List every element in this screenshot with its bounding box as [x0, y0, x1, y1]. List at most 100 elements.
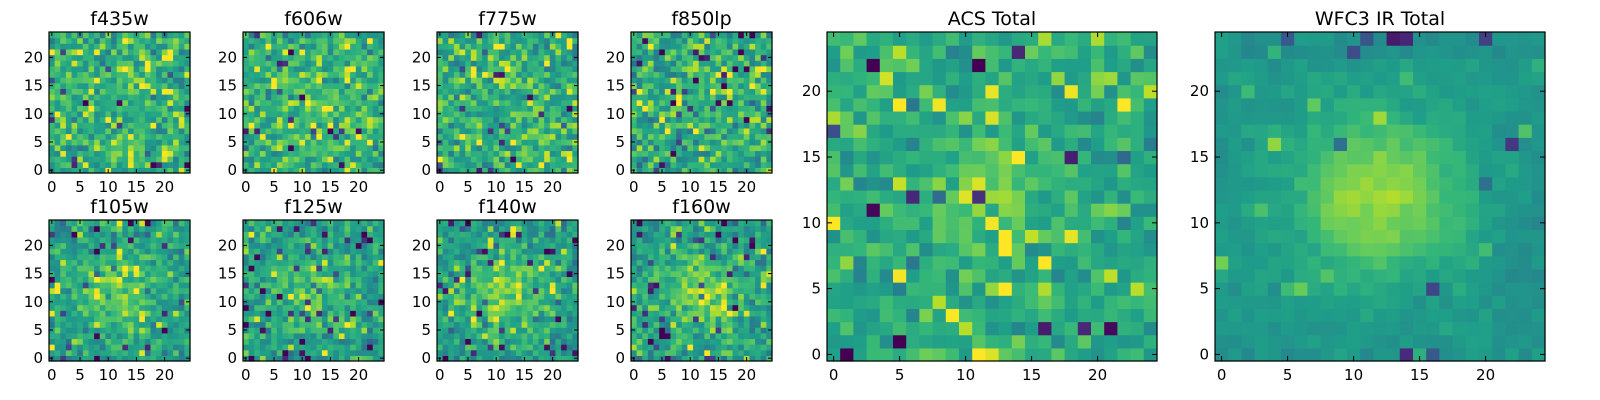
heatmap-cell: [510, 287, 517, 294]
heatmap-cell: [178, 37, 185, 44]
heatmap-cell: [254, 253, 261, 261]
heatmap-cell: [54, 282, 61, 289]
heatmap-cell: [561, 139, 568, 146]
heatmap-cell: [572, 225, 579, 232]
heatmap-cell: [555, 242, 562, 249]
heatmap-cell: [60, 156, 67, 163]
heatmap-cell: [572, 105, 579, 112]
heatmap-cell: [361, 65, 368, 73]
heatmap-cell: [94, 82, 101, 89]
heatmap-cell: [510, 355, 517, 362]
heatmap-cell: [361, 77, 368, 84]
heatmap-cell: [532, 287, 540, 294]
heatmap-cell: [122, 355, 129, 362]
heatmap-cell: [676, 43, 683, 50]
heatmap-cell: [248, 127, 255, 135]
heatmap-cell: [510, 82, 517, 89]
heatmap-cell: [94, 248, 101, 255]
heatmap-cell: [766, 144, 773, 152]
heatmap-cell: [715, 127, 722, 135]
heatmap-cell: [333, 338, 340, 345]
heatmap-cell: [116, 349, 123, 356]
heatmap-cell: [367, 248, 374, 255]
heatmap-cell: [704, 65, 711, 73]
heatmap-cell: [659, 315, 666, 323]
heatmap-cell: [344, 48, 351, 56]
heatmap-cell: [310, 127, 317, 135]
heatmap-cell: [144, 71, 152, 78]
heatmap-cell: [161, 332, 169, 340]
heatmap-cell: [178, 88, 185, 95]
heatmap-cell: [276, 220, 284, 227]
heatmap-cell: [544, 110, 551, 118]
heatmap-cell: [367, 338, 374, 345]
heatmap-cell: [372, 236, 379, 244]
heatmap-cell: [88, 349, 95, 356]
heatmap-cell: [493, 259, 500, 266]
heatmap-cell: [65, 139, 73, 146]
heatmap-cell: [248, 265, 255, 272]
heatmap-cell: [698, 332, 705, 340]
heatmap-cell: [327, 110, 334, 118]
heatmap-cell: [299, 276, 306, 283]
heatmap-cell: [184, 161, 191, 168]
heatmap-cell: [504, 304, 511, 311]
heatmap-cell: [555, 161, 562, 168]
heatmap-cell: [139, 122, 146, 129]
heatmap-cell: [636, 122, 643, 129]
heatmap-cell: [499, 54, 506, 61]
heatmap-cell: [704, 94, 711, 101]
heatmap-cell: [178, 99, 185, 106]
heatmap-cell: [698, 43, 705, 50]
heatmap-cell: [127, 116, 135, 123]
heatmap-cell: [254, 43, 261, 50]
heatmap-cell: [54, 259, 61, 266]
heatmap-cell: [77, 105, 84, 112]
heatmap-cell: [178, 282, 185, 289]
heatmap-cell: [459, 127, 466, 135]
heatmap-cell: [133, 133, 140, 140]
heatmap-cell: [259, 265, 267, 272]
heatmap-cell: [49, 321, 56, 328]
heatmap-cell: [305, 338, 312, 345]
heatmap-cell: [127, 32, 135, 39]
heatmap-cell: [248, 71, 255, 78]
heatmap-cell: [161, 54, 169, 61]
heatmap-cell: [544, 144, 551, 152]
heatmap-cell: [144, 304, 152, 311]
heatmap-cell: [49, 338, 56, 345]
heatmap-cell: [355, 231, 363, 238]
heatmap-cell: [681, 310, 688, 317]
heatmap-cell: [510, 150, 517, 157]
heatmap-cell: [71, 122, 78, 129]
heatmap-cell: [139, 293, 146, 300]
heatmap-cell: [704, 77, 711, 84]
heatmap-cell: [60, 127, 67, 135]
heatmap-cell: [538, 94, 545, 101]
heatmap-cell: [344, 110, 351, 118]
heatmap-cell: [499, 287, 506, 294]
heatmap-cell: [243, 122, 250, 129]
heatmap-cell: [561, 150, 568, 157]
heatmap-cell: [173, 225, 180, 232]
heatmap-cell: [178, 236, 185, 244]
heatmap-cell: [310, 259, 317, 266]
heatmap-cell: [111, 220, 118, 227]
heatmap-cell: [561, 321, 568, 328]
heatmap-cell: [470, 37, 478, 44]
heatmap-cell: [647, 270, 655, 277]
heatmap-cell: [566, 282, 573, 289]
heatmap-cell: [150, 133, 157, 140]
heatmap-cell: [144, 282, 152, 289]
heatmap-cell: [532, 304, 540, 311]
heatmap-cell: [476, 248, 483, 255]
heatmap-cell: [173, 220, 180, 227]
heatmap-cell: [515, 282, 523, 289]
heatmap-cell: [687, 122, 694, 129]
heatmap-cell: [647, 349, 655, 356]
heatmap-cell: [726, 304, 734, 311]
heatmap-cell: [243, 344, 250, 351]
heatmap-cell: [139, 248, 146, 255]
heatmap-cell: [355, 116, 363, 123]
heatmap-cell: [453, 236, 461, 244]
